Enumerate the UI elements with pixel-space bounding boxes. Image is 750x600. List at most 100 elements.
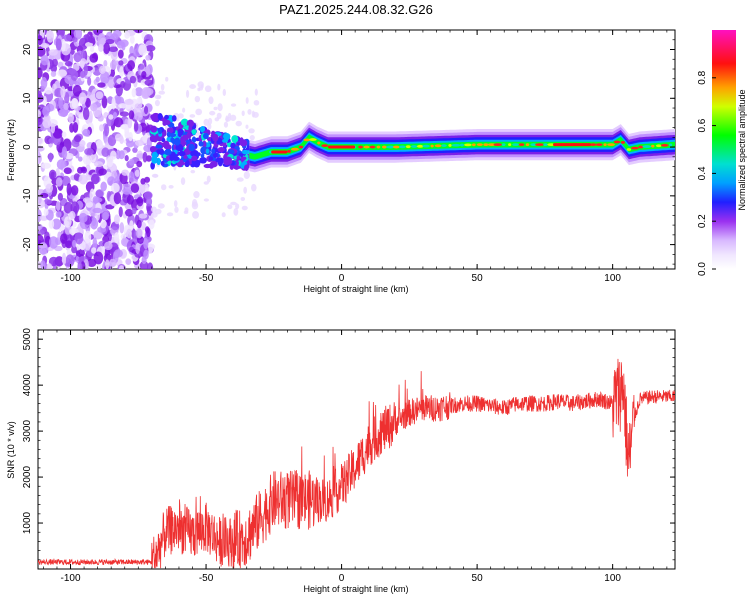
colorbar-ticks: 0.0 0.2 0.4 0.6 0.8 [697,70,716,276]
spectral-noise-blob [87,258,97,268]
y-tick-label: 20 [22,44,33,56]
spectral-noise-blob [251,183,257,192]
spectral-peak-mark [607,143,615,147]
spectral-noise-blob [207,117,213,125]
spectral-signal-blob [164,114,169,120]
spectral-noise-blob [38,67,43,79]
spectral-noise-blob [248,128,255,134]
spectral-noise-blob [136,219,142,229]
spectral-noise-blob [235,120,242,127]
spectral-noise-blob [43,199,53,205]
spectral-noise-blob [126,194,134,205]
spectral-noise-blob [101,95,108,109]
spectral-noise-blob [145,45,156,52]
spectral-noise-blob [144,79,154,86]
snr-panel: -100 -50 0 50 100 1000 2000 3000 4000 5000 Heigh… [6,328,676,594]
spectral-noise-blob [134,87,144,97]
spectral-noise-blob [108,46,119,53]
spectral-signal-blob [169,132,177,138]
spectral-noise-blob [182,107,186,113]
spectral-noise-blob [103,42,110,55]
spectral-peak-mark [669,143,673,147]
spectral-noise-blob [71,245,77,254]
colorbar: 0.0 0.2 0.4 0.6 0.8 Normalized spectral ampl… [697,30,747,276]
spectral-peak-mark [595,143,603,147]
spectral-noise-blob [131,88,137,98]
spectral-peak-mark [655,144,662,148]
spectral-noise-blob [84,230,92,244]
spectral-noise-blob [120,80,126,88]
spectral-noise-blob [129,220,134,231]
spectral-noise-blob [134,139,144,147]
spectral-noise-blob [135,243,140,255]
spectral-noise-blob [148,219,155,230]
spectral-noise-blob [126,228,132,239]
spectral-noise-blob [111,97,116,110]
spectral-signal-blob [149,135,157,143]
spectral-noise-blob [230,201,237,206]
spectral-signal-blob [186,119,195,128]
spectral-noise-blob [138,183,146,194]
spectral-noise-blob [189,84,197,90]
spectral-noise-blob [51,58,58,67]
spectrogram-marks [38,30,675,269]
spectral-noise-blob [78,37,89,50]
spectral-noise-blob [134,112,143,121]
spectral-noise-blob [177,113,184,119]
spectral-signal-blob [212,133,219,142]
spectral-noise-blob [115,96,125,105]
spectral-noise-blob [92,195,99,204]
spectral-peak-mark [328,145,356,149]
spectral-noise-blob [88,35,96,44]
spectral-noise-blob [133,120,139,132]
spectral-noise-blob [110,182,120,193]
spectral-noise-blob [141,256,147,265]
spectral-noise-blob [97,114,104,122]
spectral-noise-blob [208,96,214,105]
spectral-noise-blob [71,185,79,196]
x-tick-label: 50 [472,273,484,284]
spectral-noise-blob [80,49,86,62]
spectral-noise-blob [82,153,92,166]
spectral-peak-mark [589,143,597,147]
y-tick-label: 1000 [22,511,33,534]
spectral-noise-blob [85,42,93,48]
spectral-signal-blob [186,131,192,139]
spectral-peak-mark [501,143,506,147]
spectral-noise-blob [38,46,46,57]
snr-y-ticks: 1000 2000 3000 4000 5000 [22,328,675,561]
spectral-noise-blob [73,30,83,40]
spectral-noise-blob [125,139,135,148]
spectral-noise-blob [129,75,137,84]
spectral-signal-blob [162,140,170,149]
spectral-noise-blob [98,168,107,176]
spectral-noise-blob [143,191,153,200]
spectral-noise-blob [128,171,135,183]
spectral-noise-blob [73,135,82,143]
spectral-peak-mark [630,146,639,150]
spectral-noise-blob [73,173,80,181]
spectral-noise-blob [136,97,142,104]
spectral-noise-blob [249,135,255,141]
spectral-signal-blob [199,156,207,164]
spectral-noise-blob [82,128,91,137]
spectral-signal-blob [200,153,205,158]
spectral-signal-blob [208,163,215,169]
snr-x-ticks: -100 -50 0 50 100 [43,330,668,584]
spectral-ridge-band [249,134,675,160]
spectral-noise-blob [132,147,138,153]
spectral-noise-blob [213,106,218,111]
spectral-noise-blob [119,111,130,117]
spectral-noise-blob [165,76,169,82]
colorbar-tick-label: 0.2 [697,214,708,228]
x-tick-label: -100 [61,573,81,584]
spectral-signal-blob [191,129,197,134]
spectral-signal-blob [222,138,229,143]
spectral-noise-blob [92,237,98,251]
spectral-noise-blob [243,171,250,180]
spectral-signal-blob [175,143,183,152]
spectral-peak-mark [613,140,621,144]
spectral-noise-blob [82,107,90,120]
spectral-noise-blob [60,85,66,99]
spectral-peak-mark [518,143,525,147]
